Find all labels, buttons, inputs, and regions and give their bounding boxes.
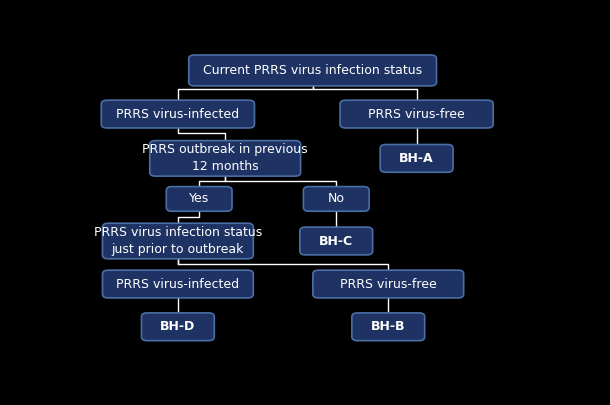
Text: BH-B: BH-B: [371, 320, 406, 333]
FancyBboxPatch shape: [300, 227, 373, 255]
Text: PRRS outbreak in previous
12 months: PRRS outbreak in previous 12 months: [142, 143, 308, 173]
Text: BH-D: BH-D: [160, 320, 196, 333]
Text: BH-C: BH-C: [319, 234, 353, 247]
FancyBboxPatch shape: [150, 141, 301, 176]
FancyBboxPatch shape: [142, 313, 214, 341]
FancyBboxPatch shape: [352, 313, 425, 341]
FancyBboxPatch shape: [313, 270, 464, 298]
Text: Current PRRS virus infection status: Current PRRS virus infection status: [203, 64, 422, 77]
FancyBboxPatch shape: [102, 223, 253, 259]
Text: BH-A: BH-A: [400, 152, 434, 165]
Text: PRRS virus infection status
just prior to outbreak: PRRS virus infection status just prior t…: [94, 226, 262, 256]
Text: PRRS virus-infected: PRRS virus-infected: [117, 277, 240, 290]
FancyBboxPatch shape: [101, 100, 254, 128]
Text: PRRS virus-free: PRRS virus-free: [340, 277, 437, 290]
FancyBboxPatch shape: [303, 187, 369, 211]
FancyBboxPatch shape: [167, 187, 232, 211]
FancyBboxPatch shape: [340, 100, 493, 128]
Text: No: No: [328, 192, 345, 205]
Text: PRRS virus-free: PRRS virus-free: [368, 108, 465, 121]
Text: PRRS virus-infected: PRRS virus-infected: [117, 108, 240, 121]
Text: Yes: Yes: [189, 192, 209, 205]
FancyBboxPatch shape: [188, 55, 437, 86]
FancyBboxPatch shape: [380, 145, 453, 172]
FancyBboxPatch shape: [102, 270, 253, 298]
